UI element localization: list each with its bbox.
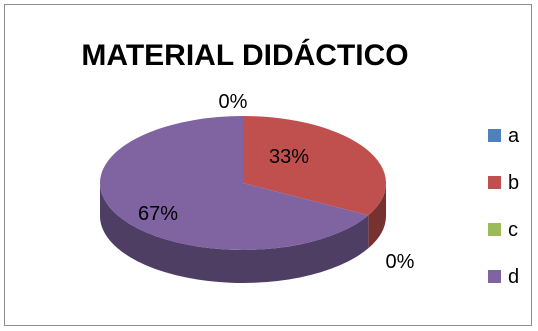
pie-side-d <box>100 183 369 283</box>
data-label-c: 0% <box>386 251 415 273</box>
pie-side-b <box>368 183 386 249</box>
data-label-a: 0% <box>219 91 248 113</box>
legend-label-b: b <box>508 172 519 194</box>
data-label-b: 33% <box>269 146 309 168</box>
legend-swatch-a <box>488 129 501 142</box>
legend-swatch-c <box>488 223 501 236</box>
legend-swatch-b <box>488 176 501 189</box>
legend-label-a: a <box>508 125 520 147</box>
legend-swatch-d <box>488 270 501 283</box>
pie-slice-b <box>243 116 386 216</box>
chart-title: MATERIAL DIDÁCTICO <box>81 38 408 72</box>
pie-slice-d <box>100 116 369 250</box>
legend-label-c: c <box>508 219 518 241</box>
legend-label-d: d <box>508 266 519 288</box>
data-label-d: 67% <box>138 203 178 225</box>
